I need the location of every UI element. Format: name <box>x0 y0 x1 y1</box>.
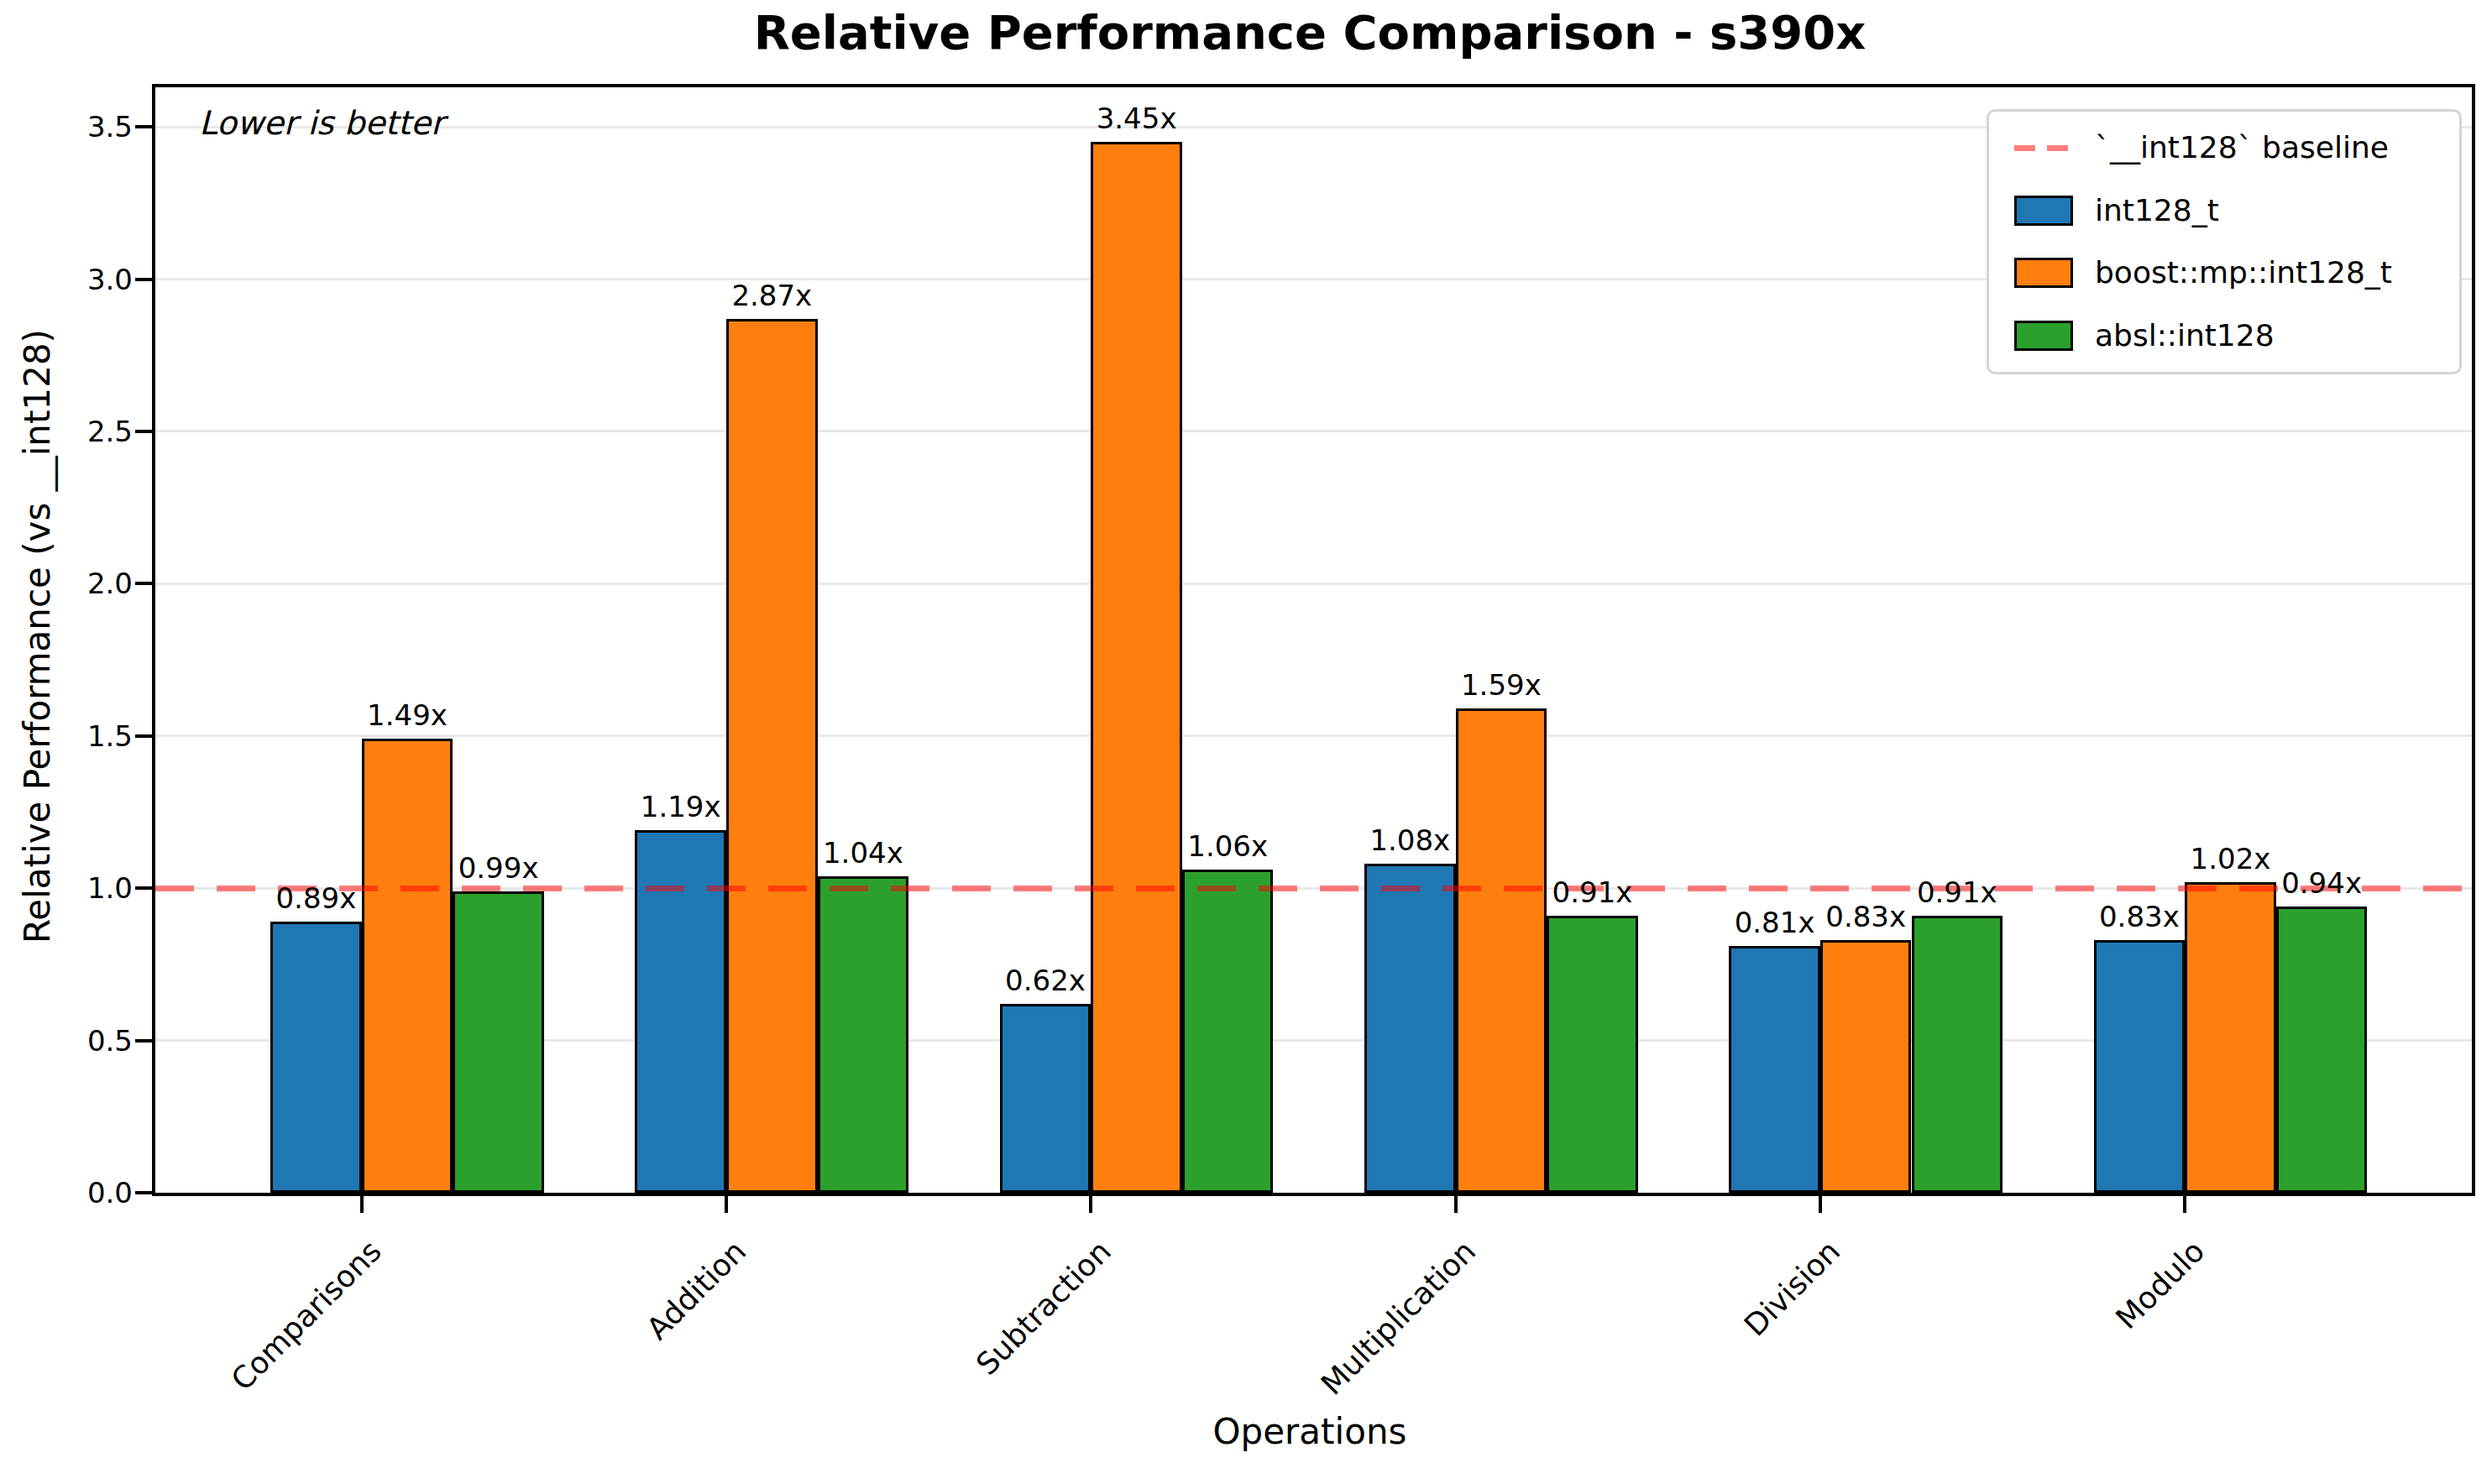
y-tick-label: 3.5 <box>25 108 133 145</box>
bar <box>2094 940 2186 1193</box>
bar <box>1912 916 2003 1193</box>
y-tick-mark <box>135 430 152 433</box>
x-tick-mark <box>1454 1196 1458 1213</box>
series-swatch-icon <box>2014 321 2073 351</box>
legend-row-series: int128_t <box>1989 180 2459 243</box>
x-tick-label: Division <box>1737 1233 1848 1344</box>
bar-value-label: 0.62x <box>1005 964 1086 997</box>
bar-value-label: 1.08x <box>1369 823 1450 857</box>
bar-value-label: 1.59x <box>1461 668 1542 702</box>
bar-value-label: 2.87x <box>731 279 812 312</box>
y-tick-mark <box>135 582 152 585</box>
bar-value-label: 1.02x <box>2191 842 2271 875</box>
x-tick-mark <box>1089 1196 1092 1213</box>
bar-value-label: 0.91x <box>1917 875 1997 909</box>
bar <box>1547 916 1638 1193</box>
x-tick-mark <box>2183 1196 2186 1213</box>
x-tick-label: Modulo <box>2109 1233 2213 1337</box>
bar <box>726 319 818 1193</box>
bar <box>1729 946 1820 1193</box>
bar-value-label: 1.06x <box>1187 829 1268 863</box>
x-tick-label: Addition <box>640 1233 754 1347</box>
y-tick-mark <box>135 125 152 128</box>
legend-label: `__int128` baseline <box>2095 129 2389 166</box>
bar <box>270 922 362 1193</box>
legend-label: boost::mp::int128_t <box>2095 254 2392 291</box>
legend-row-series: boost::mp::int128_t <box>1989 242 2459 305</box>
y-tick-mark <box>135 1039 152 1042</box>
legend-label: int128_t <box>2095 192 2219 229</box>
bar-value-label: 1.19x <box>641 790 721 823</box>
bar <box>362 739 453 1193</box>
bar-value-label: 0.91x <box>1552 875 1633 909</box>
baseline-dashed-line <box>155 886 2472 891</box>
legend: `__int128` baselineint128_tboost::mp::in… <box>1987 109 2462 374</box>
baseline-dash-icon <box>2014 145 2073 151</box>
legend-row-baseline: `__int128` baseline <box>1989 117 2459 180</box>
x-tick-label: Subtraction <box>969 1233 1118 1382</box>
x-axis-label: Operations <box>64 1410 2492 1454</box>
x-tick-label: Comparisons <box>224 1233 390 1398</box>
bar-value-label: 1.49x <box>367 698 448 732</box>
bar-value-label: 0.94x <box>2281 866 2362 900</box>
y-tick-label: 0.0 <box>25 1174 133 1211</box>
gridline <box>155 583 2472 585</box>
bar <box>453 891 544 1193</box>
y-tick-mark <box>135 278 152 281</box>
annotation-lower-is-better: Lower is better <box>199 104 444 142</box>
gridline <box>155 734 2472 737</box>
bar <box>818 876 909 1193</box>
bar-value-label: 1.04x <box>823 836 903 870</box>
series-swatch-icon <box>2014 258 2073 288</box>
y-tick-label: 0.5 <box>25 1022 133 1059</box>
bar-value-label: 0.83x <box>1825 900 1906 933</box>
bar <box>1456 708 1547 1193</box>
y-axis-label: Relative Performance (vs __int128) <box>17 329 58 943</box>
bar-value-label: 0.81x <box>1735 906 1815 939</box>
chart-page: Relative Performance Comparison - s390x … <box>0 0 2492 1484</box>
series-swatch-icon <box>2014 196 2073 226</box>
x-tick-label: Multiplication <box>1314 1233 1484 1403</box>
bar-value-label: 3.45x <box>1097 102 1177 135</box>
bar <box>1364 864 1456 1193</box>
x-tick-mark <box>1819 1196 1822 1213</box>
bar-value-label: 0.83x <box>2099 900 2180 933</box>
y-tick-mark <box>135 886 152 890</box>
legend-label: absl::int128 <box>2095 317 2275 354</box>
bar-value-label: 0.99x <box>458 851 539 885</box>
bar <box>2185 882 2276 1193</box>
y-tick-label: 3.0 <box>25 261 133 298</box>
legend-row-series: absl::int128 <box>1989 305 2459 368</box>
bar <box>1000 1004 1092 1193</box>
bar <box>1091 142 1182 1193</box>
bar <box>2276 907 2368 1193</box>
y-tick-mark <box>135 734 152 738</box>
x-tick-mark <box>360 1196 364 1213</box>
x-tick-mark <box>725 1196 728 1213</box>
bar <box>1182 870 1274 1193</box>
bar-value-label: 0.89x <box>275 881 356 915</box>
plot-area: 0.89x 1.19x 0.62x 1.08x 0.81x 0.83x 1.49x 2.87x… <box>152 84 2475 1196</box>
chart-title: Relative Performance Comparison - s390x <box>64 3 2492 62</box>
y-tick-mark <box>135 1191 152 1194</box>
gridline <box>155 430 2472 432</box>
bar <box>1820 940 1912 1193</box>
